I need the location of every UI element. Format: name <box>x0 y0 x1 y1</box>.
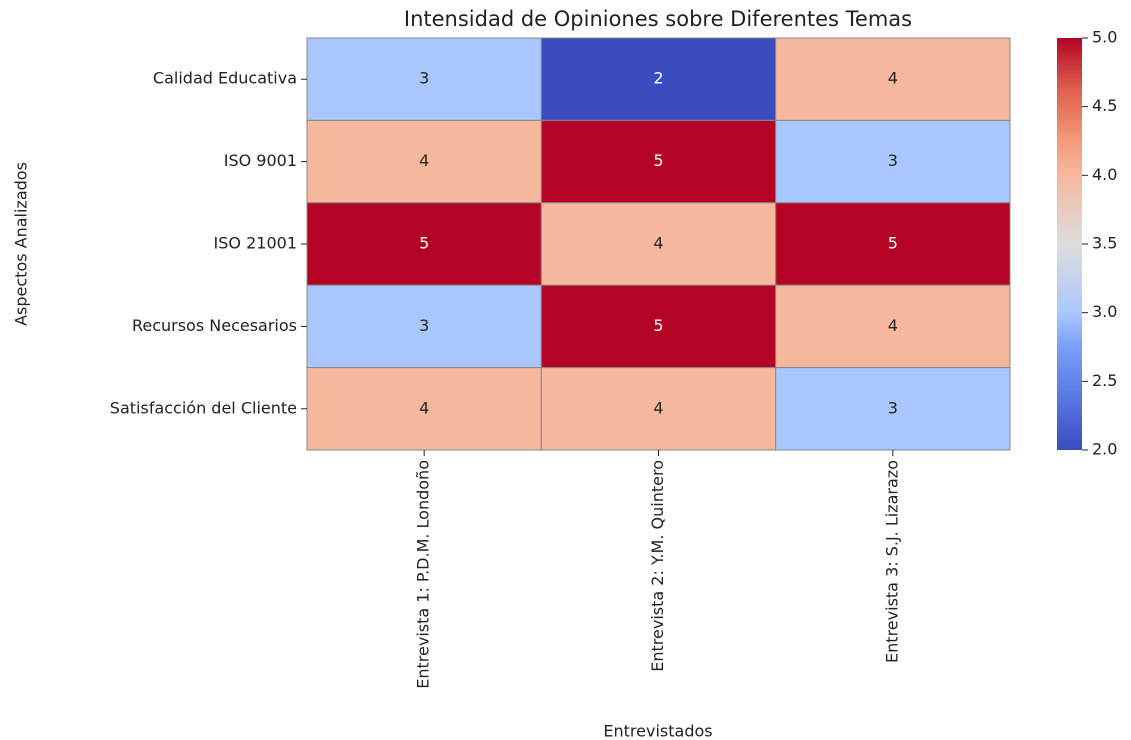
cell-label: 3 <box>888 151 898 170</box>
colorbar-tick-label: 4.0 <box>1092 165 1117 184</box>
cell-label: 4 <box>419 151 429 170</box>
heatmap-cell <box>540 367 777 451</box>
y-tick-label: Calidad Educativa <box>153 69 297 88</box>
cell-label: 5 <box>653 151 663 170</box>
x-tick-label: Entrevista 2: Y.M. Quintero <box>648 460 667 672</box>
colorbar-tick-label: 3.0 <box>1092 302 1117 321</box>
cell-label: 4 <box>888 316 898 335</box>
cell-label: 4 <box>419 398 429 417</box>
heatmap-cell <box>540 37 777 121</box>
heatmap-cell <box>540 202 777 286</box>
x-tick-label: Entrevista 3: S.J. Lizarazo <box>882 460 901 663</box>
colorbar-tick-label: 2.0 <box>1092 440 1117 459</box>
cell-label: 3 <box>888 398 898 417</box>
y-tick-label: ISO 21001 <box>214 234 297 253</box>
cell-label: 3 <box>419 69 429 88</box>
cell-label: 2 <box>653 69 663 88</box>
heatmap-cell <box>306 284 542 369</box>
heatmap-cell <box>306 37 542 121</box>
colorbar-tick-label: 2.5 <box>1092 371 1117 390</box>
x-tick-label: Entrevista 1: P.D.M. Londoño <box>414 460 433 689</box>
colorbar <box>1057 38 1082 450</box>
heatmap-cell <box>775 284 1011 369</box>
cell-label: 3 <box>419 316 429 335</box>
y-tick-label: Recursos Necesarios <box>132 316 297 335</box>
colorbar-tick-label: 3.5 <box>1092 234 1117 253</box>
cell-label: 5 <box>419 234 429 253</box>
cell-label: 4 <box>888 69 898 88</box>
cell-label: 4 <box>653 234 663 253</box>
cell-label: 5 <box>888 234 898 253</box>
heatmap-cell <box>306 119 542 204</box>
heatmap-cell <box>306 367 542 451</box>
cell-label: 5 <box>653 316 663 335</box>
cell-label: 4 <box>653 398 663 417</box>
heatmap-cell <box>775 37 1011 121</box>
chart-title: Intensidad de Opiniones sobre Diferentes… <box>404 7 912 31</box>
heatmap-cell <box>775 119 1011 204</box>
y-axis-label: Aspectos Analizados <box>12 162 31 326</box>
colorbar-tick-label: 4.5 <box>1092 96 1117 115</box>
heatmap-cell <box>540 119 777 204</box>
x-axis-label: Entrevistados <box>603 722 712 740</box>
heatmap-cell <box>775 367 1011 451</box>
colorbar-tick-label: 5.0 <box>1092 28 1117 47</box>
y-tick-label: Satisfacción del Cliente <box>110 398 297 417</box>
y-tick-label: ISO 9001 <box>224 151 297 170</box>
